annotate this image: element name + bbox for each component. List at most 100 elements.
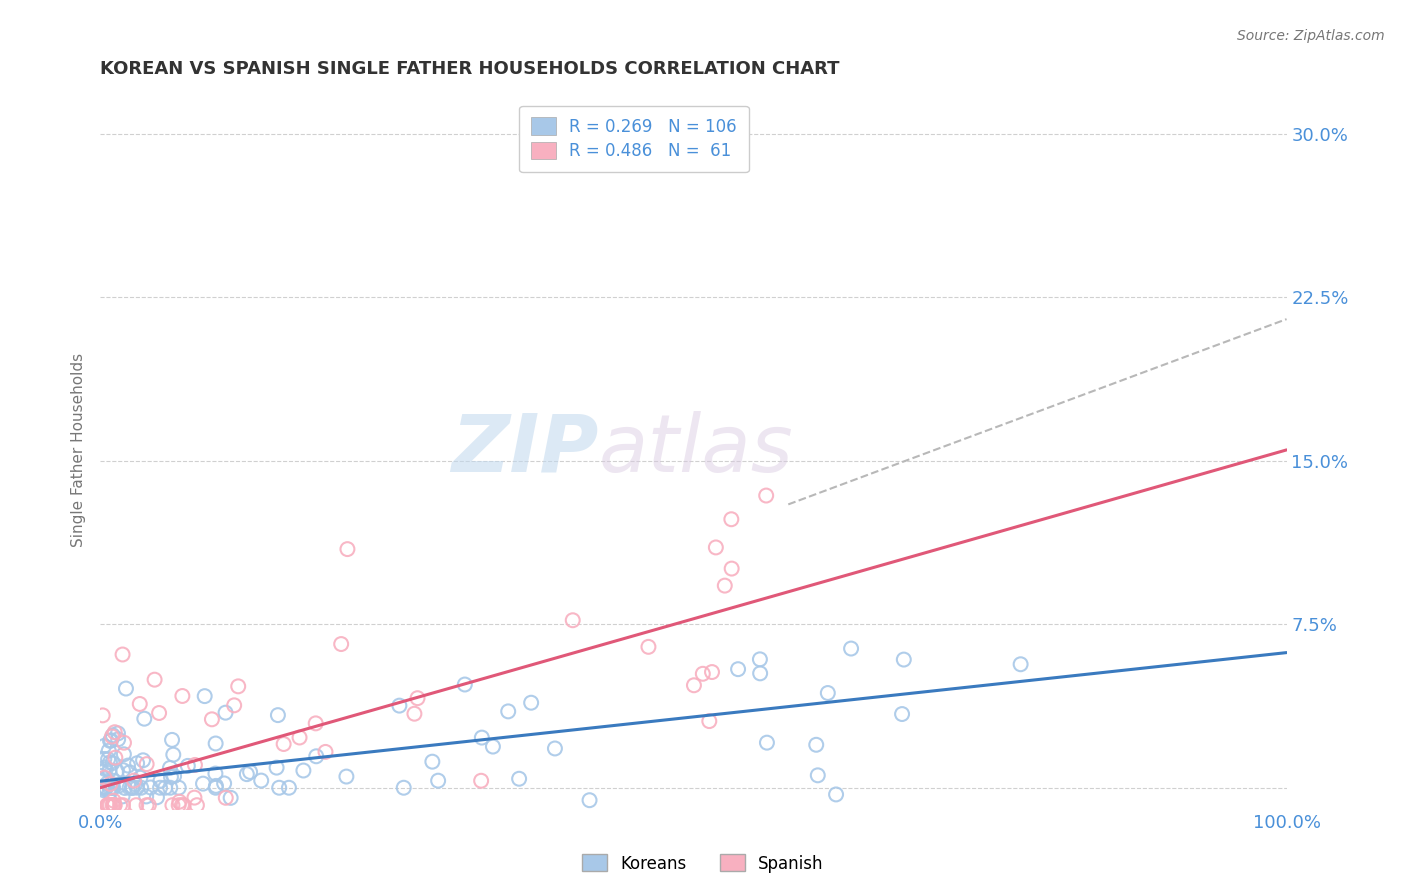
Y-axis label: Single Father Households: Single Father Households [72, 353, 86, 547]
Point [305, 749, 328, 764]
Legend: Koreans, Spanish: Koreans, Spanish [575, 847, 831, 880]
Point [112, 736, 135, 750]
Point [146, 790, 169, 805]
Point [422, 755, 444, 769]
Point [336, 542, 359, 557]
Point [94, 760, 117, 774]
Text: Source: ZipAtlas.com: Source: ZipAtlas.com [1237, 29, 1385, 43]
Point [129, 771, 152, 785]
Point [160, 732, 183, 747]
Point [97, 798, 120, 813]
Point [205, 779, 228, 793]
Point [101, 730, 124, 744]
Point [704, 541, 727, 555]
Point [482, 739, 505, 754]
Point [720, 561, 742, 575]
Point [103, 798, 125, 813]
Point [172, 689, 194, 703]
Point [104, 750, 127, 764]
Point [98, 756, 121, 770]
Point [93, 771, 115, 785]
Point [93, 780, 115, 795]
Point [388, 698, 411, 713]
Point [201, 712, 224, 726]
Point [128, 697, 150, 711]
Point [806, 738, 828, 752]
Point [159, 761, 181, 775]
Point [520, 696, 543, 710]
Point [204, 737, 226, 751]
Point [121, 780, 143, 795]
Point [167, 780, 190, 795]
Point [720, 512, 742, 526]
Point [219, 790, 242, 805]
Point [330, 637, 353, 651]
Point [315, 745, 337, 759]
Text: atlas: atlas [599, 411, 793, 489]
Point [893, 652, 915, 666]
Point [170, 798, 193, 813]
Point [269, 780, 291, 795]
Point [162, 798, 184, 813]
Point [578, 793, 600, 807]
Point [101, 728, 124, 742]
Point [98, 798, 121, 813]
Point [101, 780, 124, 795]
Point [748, 652, 770, 666]
Point [124, 777, 146, 791]
Point [335, 770, 357, 784]
Point [111, 763, 134, 777]
Point [471, 731, 494, 745]
Text: ZIP: ZIP [451, 411, 599, 489]
Point [215, 790, 238, 805]
Point [122, 773, 145, 788]
Point [135, 789, 157, 804]
Point [697, 714, 720, 728]
Point [97, 744, 120, 758]
Point [224, 698, 246, 713]
Point [561, 613, 583, 627]
Point [125, 780, 148, 795]
Point [713, 579, 735, 593]
Point [186, 798, 208, 813]
Point [90, 769, 112, 783]
Point [97, 752, 120, 766]
Point [91, 780, 114, 795]
Point [129, 780, 152, 795]
Point [392, 780, 415, 795]
Point [1010, 657, 1032, 672]
Point [194, 689, 217, 703]
Point [111, 789, 134, 804]
Point [454, 677, 477, 691]
Point [839, 641, 862, 656]
Point [94, 780, 117, 795]
Point [755, 489, 778, 503]
Point [101, 780, 124, 795]
Point [134, 712, 156, 726]
Point [749, 666, 772, 681]
Point [266, 761, 288, 775]
Point [101, 798, 124, 813]
Point [508, 772, 530, 786]
Point [104, 725, 127, 739]
Point [125, 798, 148, 813]
Point [96, 798, 118, 813]
Point [278, 780, 301, 795]
Point [149, 773, 172, 788]
Point [101, 756, 124, 770]
Point [149, 780, 172, 795]
Point [121, 780, 143, 795]
Point [273, 737, 295, 751]
Point [96, 776, 118, 790]
Point [98, 734, 121, 748]
Point [212, 776, 235, 790]
Point [103, 798, 125, 813]
Point [239, 764, 262, 779]
Point [169, 795, 191, 809]
Point [143, 673, 166, 687]
Point [100, 733, 122, 747]
Point [406, 691, 429, 706]
Point [94, 780, 117, 795]
Point [93, 739, 115, 753]
Point [191, 777, 214, 791]
